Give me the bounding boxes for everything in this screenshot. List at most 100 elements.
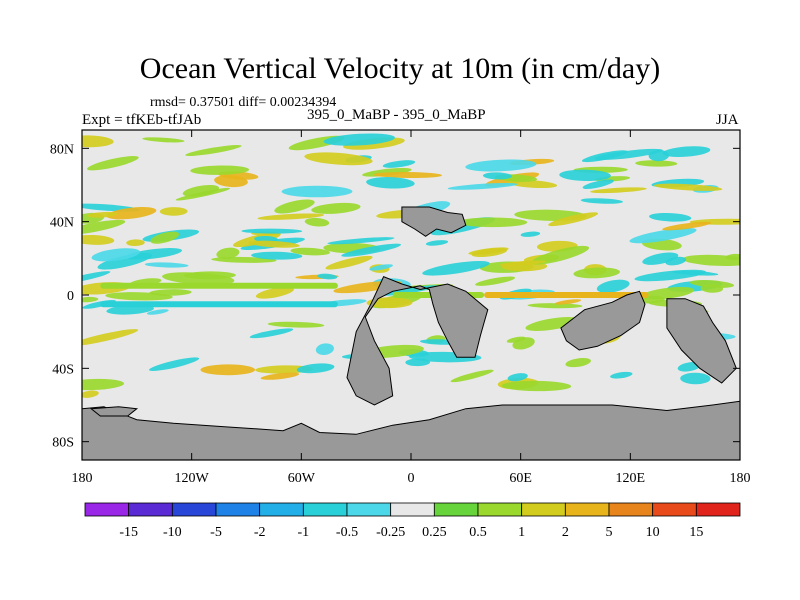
x-tick-label: 120E: [616, 471, 646, 486]
colorbar-label: 15: [689, 525, 703, 540]
field-patch: [97, 253, 153, 270]
colorbar-swatch: [652, 502, 697, 517]
field-patch: [146, 309, 169, 315]
rmsd-label: rmsd= 0.37501 diff= 0.00234394: [150, 95, 337, 110]
field-patch: [159, 207, 188, 216]
field-patch: [447, 183, 518, 190]
colorbar-label: 0.25: [422, 525, 447, 540]
field-patch: [507, 373, 528, 382]
field-patch: [482, 172, 513, 180]
field-patch: [325, 255, 373, 270]
field-patch: [185, 145, 242, 156]
field-patch: [296, 363, 335, 374]
field-patch: [457, 217, 528, 228]
field-patch: [142, 137, 185, 143]
field-patch: [506, 336, 526, 343]
field-patch: [366, 297, 413, 309]
field-patch: [82, 271, 111, 284]
land-region: [82, 400, 740, 460]
field-patch: [82, 234, 115, 245]
field-patch: [281, 185, 353, 198]
field-patch: [594, 148, 663, 160]
field-patch: [531, 245, 590, 265]
field-patch: [144, 262, 189, 268]
field-patch: [304, 217, 330, 227]
field-patch: [190, 165, 250, 175]
field-patch: [106, 304, 154, 315]
field-patch: [610, 371, 633, 379]
field-patch: [82, 329, 139, 346]
field-patch: [468, 247, 509, 255]
equatorial-band: [484, 292, 649, 298]
colorbar-swatch: [695, 502, 741, 517]
field-patch: [554, 299, 582, 305]
field-patch: [82, 378, 125, 391]
field-patch: [248, 240, 300, 248]
field-patch: [422, 261, 490, 276]
field-patch: [183, 271, 236, 280]
field-patch: [590, 187, 647, 194]
field-patch: [649, 212, 692, 222]
x-axis: 180 120W 60W 0 60E 120E 180: [72, 130, 751, 486]
chart-title: Ocean Vertical Velocity at 10m (in cm/da…: [139, 52, 661, 85]
colorbar-label: -15: [119, 525, 138, 540]
field-patch: [317, 273, 338, 280]
field-patch: [642, 252, 679, 265]
colorbar-label: 1: [518, 525, 525, 540]
field-patch: [255, 286, 294, 299]
field-patch: [682, 254, 740, 266]
field-patch: [249, 328, 294, 339]
field-patch: [150, 231, 180, 244]
field-patch: [527, 303, 583, 309]
field-patch: [662, 221, 712, 231]
x-tick-label: 60E: [509, 471, 532, 486]
field-patch: [82, 390, 99, 398]
field-patch: [105, 292, 173, 301]
colorbar-label: -5: [210, 525, 222, 540]
field-patch: [373, 171, 442, 179]
field-patch: [323, 133, 395, 146]
field-patch: [520, 231, 541, 237]
field-patch: [175, 187, 231, 201]
field-patch: [254, 235, 278, 243]
colorbar: -15 -10 -5 -2 -1 -0.5 -0.25 0.25 0.5 1 2 5 10 15: [84, 502, 741, 540]
colorbar-label: -2: [254, 525, 266, 540]
y-tick-label: 40S: [52, 362, 74, 377]
field-patch: [465, 159, 537, 172]
colorbar-label: 5: [606, 525, 613, 540]
colorbar-swatch: [259, 502, 304, 517]
field-patch: [216, 247, 240, 259]
field-patch: [267, 321, 325, 328]
colorbar-swatch: [477, 502, 523, 517]
field-patch: [241, 228, 303, 234]
center-label: 395_0_MaBP - 395_0_MaBP: [307, 107, 486, 123]
experiment-label: Expt = tfKEb-tfJAb: [82, 112, 202, 128]
y-tick-label: 80S: [52, 436, 74, 451]
x-tick-label: 180: [72, 471, 93, 486]
land-region: [346, 276, 489, 406]
y-tick-label: 80N: [50, 142, 74, 157]
field-patch: [501, 380, 572, 392]
colorbar-label: 0.5: [469, 525, 487, 540]
y-tick-label: 0: [67, 289, 74, 304]
field-patch: [582, 179, 615, 189]
field-patch: [405, 358, 431, 367]
equatorial-band: [100, 282, 338, 289]
field-patch: [689, 279, 735, 288]
y-axis: 80N 40N 0 40S 80S: [50, 142, 740, 451]
field-patch: [507, 179, 558, 189]
land-region: [401, 206, 467, 237]
field-patch: [425, 240, 449, 246]
colorbar-label: -1: [297, 525, 309, 540]
colorbar-swatch: [608, 502, 654, 517]
x-tick-label: 180: [730, 471, 751, 486]
field-patch: [671, 270, 719, 276]
season-label: JJA: [716, 112, 739, 128]
colorbar-swatch: [171, 502, 217, 517]
colorbar-label: -0.5: [336, 525, 358, 540]
field-patch: [214, 175, 248, 188]
field-patch: [260, 372, 300, 380]
field-patch: [499, 260, 547, 266]
field-patch: [274, 199, 315, 214]
